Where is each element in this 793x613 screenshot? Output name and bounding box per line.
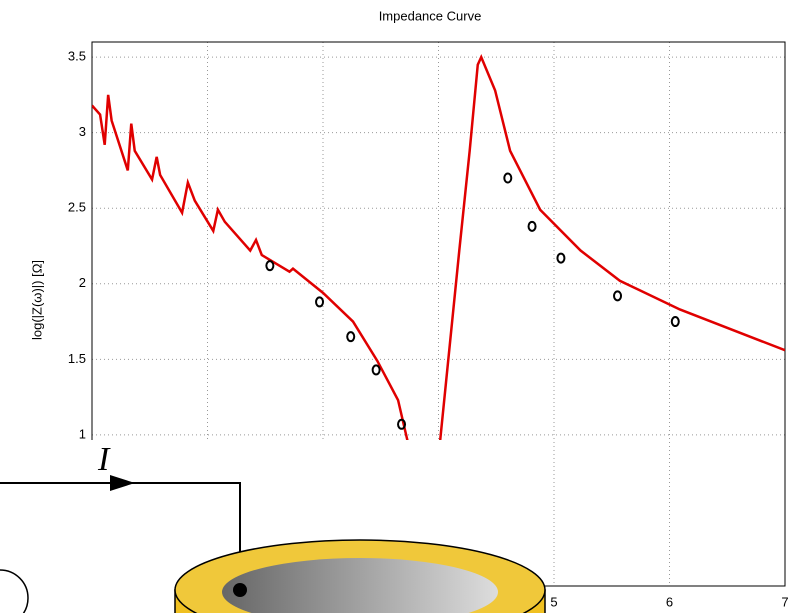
x-tick-label: 7 [781, 594, 788, 609]
x-tick-label: 5 [550, 594, 557, 609]
contact-point [233, 583, 247, 597]
y-axis-label: log(|Z(ω)|) [Ω] [29, 260, 44, 340]
marker [556, 252, 566, 264]
marker [265, 260, 275, 272]
marker [371, 364, 381, 376]
source-symbol [0, 569, 29, 613]
electrode-diagram: I [0, 440, 546, 613]
series-group [92, 53, 785, 511]
marker [397, 418, 407, 430]
marker [346, 331, 356, 343]
marker [503, 172, 513, 184]
marker [670, 316, 680, 328]
y-tick-label: 2.5 [68, 200, 86, 215]
y-tick-label: 3.5 [68, 49, 86, 64]
x-tick-label: 6 [666, 594, 673, 609]
current-label: I [97, 441, 111, 478]
y-tick-label: 1 [79, 426, 86, 441]
marker [315, 296, 325, 308]
y-tick-label: 2 [79, 275, 86, 290]
impedance-line [92, 53, 785, 511]
chart-title: Impedance Curve [379, 8, 482, 23]
electrode-surface [222, 558, 498, 613]
y-tick-label: 1.5 [68, 351, 86, 366]
current-arrow [110, 475, 135, 491]
y-tick-label: 3 [79, 124, 86, 139]
marker [527, 220, 537, 232]
marker [613, 290, 623, 302]
